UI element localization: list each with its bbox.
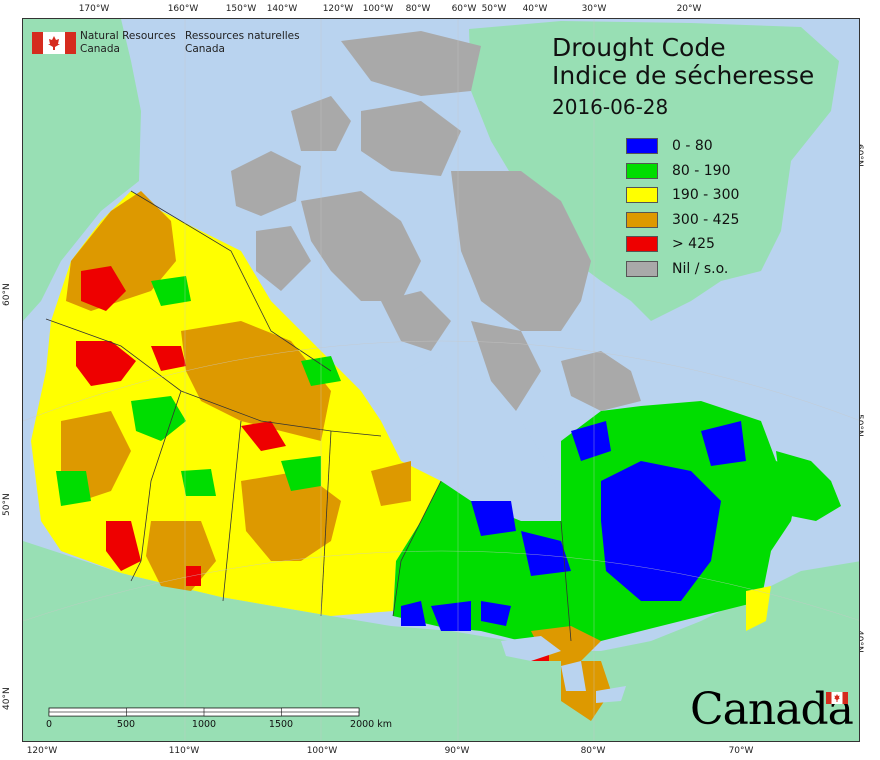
newfoundland: [776, 451, 841, 521]
map-date: 2016-06-28: [552, 95, 669, 119]
graticule: [23, 19, 859, 741]
agency-name-en: Natural Resources Canada: [80, 30, 176, 56]
lon-tick-bottom: 110°W: [168, 746, 200, 756]
lon-tick-top: 30°W: [581, 4, 607, 14]
scale-label: 1500: [268, 719, 294, 730]
lon-tick-top: 60°W: [451, 4, 477, 14]
scale-bar: 0 500 1000 1500 2000 km: [45, 705, 392, 731]
arctic-islands: [231, 31, 641, 411]
lon-tick-bottom: 100°W: [306, 746, 338, 756]
lon-tick-top: 140°W: [266, 4, 298, 14]
alaska-land: [23, 19, 141, 321]
legend-item: 190 - 300: [626, 183, 739, 208]
hudson-bay: [391, 361, 561, 521]
lon-tick-top: 160°W: [167, 4, 199, 14]
legend-item: 80 - 190: [626, 159, 739, 184]
lat-tick-left: 50°N: [2, 493, 12, 516]
usa-land: [23, 541, 859, 741]
legend-label: 300 - 425: [672, 211, 740, 228]
lon-tick-bottom: 90°W: [444, 746, 470, 756]
scale-label: 1000: [191, 719, 217, 730]
legend-swatch: [626, 260, 658, 277]
wordmark-flag-icon: [826, 692, 848, 704]
drought-map: [23, 19, 859, 741]
lon-tick-top: 80°W: [405, 4, 431, 14]
agency-line: Canada: [185, 43, 225, 55]
legend-swatch: [626, 211, 658, 228]
legend-label: Nil / s.o.: [672, 260, 729, 277]
scale-label: 2000 km: [350, 719, 392, 730]
nova-scotia: [746, 586, 771, 631]
lon-tick-bottom: 80°W: [580, 746, 606, 756]
lon-tick-top: 20°W: [676, 4, 702, 14]
title-block: Drought Code Indice de sécheresse 2016-0…: [552, 34, 814, 122]
eastern-canada: [393, 401, 801, 651]
map-title-fr: Indice de sécheresse: [552, 61, 815, 90]
lon-tick-top: 100°W: [362, 4, 394, 14]
lon-tick-top: 50°W: [481, 4, 507, 14]
lon-tick-top: 40°W: [522, 4, 548, 14]
lon-tick-top: 120°W: [322, 4, 354, 14]
lon-tick-bottom: 120°W: [26, 746, 58, 756]
legend: 0 - 80 80 - 190 190 - 300 300 - 425 > 42…: [626, 134, 739, 281]
legend-item: Nil / s.o.: [626, 257, 739, 282]
legend-item: 300 - 425: [626, 208, 739, 233]
legend-swatch: [626, 236, 658, 253]
legend-item: 0 - 80: [626, 134, 739, 159]
agency-line: Canada: [80, 43, 120, 55]
legend-label: 0 - 80: [672, 138, 713, 155]
scale-bar-graphic: [48, 707, 360, 717]
lon-tick-top: 150°W: [225, 4, 257, 14]
lat-tick-left: 60°N: [2, 283, 12, 306]
legend-label: > 425: [672, 236, 715, 253]
legend-swatch: [626, 138, 658, 155]
red-zones: [76, 266, 549, 661]
lat-tick-left: 40°N: [2, 687, 12, 710]
legend-label: 190 - 300: [672, 187, 740, 204]
lon-tick-bottom: 70°W: [728, 746, 754, 756]
scale-label: 0: [45, 719, 53, 730]
legend-swatch: [626, 187, 658, 204]
map-panel: 0 500 1000 1500 2000 km: [22, 18, 860, 742]
agency-name-fr: Ressources naturelles Canada: [185, 30, 300, 56]
agency-line: Ressources naturelles: [185, 30, 300, 42]
provincial-borders: [45, 190, 572, 642]
legend-swatch: [626, 162, 658, 179]
lon-tick-top: 170°W: [78, 4, 110, 14]
legend-item: > 425: [626, 232, 739, 257]
map-title-en: Drought Code: [552, 33, 726, 62]
canada-flag-icon: [32, 32, 76, 54]
legend-label: 80 - 190: [672, 162, 731, 179]
great-lakes: [501, 636, 626, 703]
agency-line: Natural Resources: [80, 30, 176, 42]
scale-label: 500: [116, 719, 136, 730]
